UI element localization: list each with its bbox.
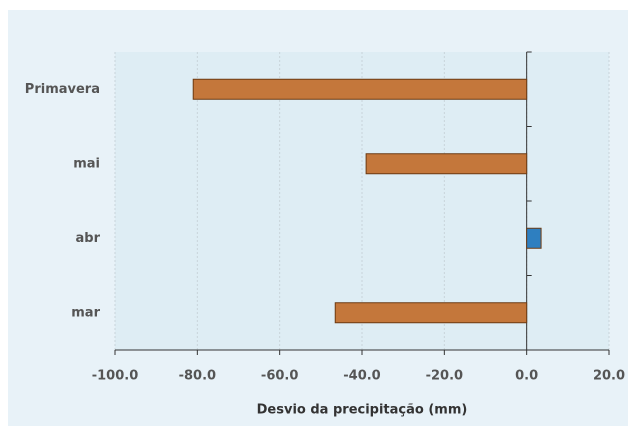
- x-tick-label: -60.0: [261, 369, 298, 384]
- y-tick-label: abr: [76, 231, 101, 246]
- x-axis-title: Desvio da precipitação (mm): [257, 403, 468, 418]
- x-tick-label: -100.0: [92, 369, 139, 384]
- y-tick-label: Primavera: [25, 82, 100, 97]
- x-tick-label: -20.0: [426, 369, 463, 384]
- bar: [365, 153, 528, 175]
- x-tick-label: -40.0: [343, 369, 380, 384]
- x-tick-label: 20.0: [593, 369, 625, 384]
- y-tick-label: mai: [73, 156, 100, 171]
- bar: [192, 78, 528, 100]
- x-tick-label: 0.0: [515, 369, 538, 384]
- bar: [334, 302, 528, 324]
- x-tick-label: -80.0: [179, 369, 216, 384]
- y-tick-label: mar: [71, 305, 100, 320]
- bar: [526, 227, 542, 249]
